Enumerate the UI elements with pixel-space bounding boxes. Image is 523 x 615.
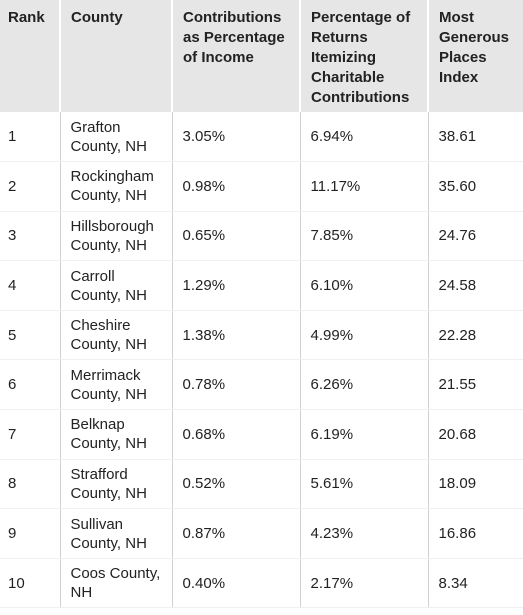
table-row: 8 Strafford County, NH 0.52% 5.61% 18.09 (0, 459, 523, 510)
table-cell: Cheshire County, NH (59, 310, 172, 361)
table-cell: 0.98% (171, 161, 300, 212)
header-row: Rank County Contributions as Percentage of… (0, 0, 523, 112)
table-cell: 21.55 (427, 359, 523, 411)
table-cell: 20.68 (427, 409, 523, 460)
table-cell: 24.58 (427, 260, 523, 311)
table-cell: 1 (0, 112, 60, 163)
table-cell: Strafford County, NH (59, 459, 172, 510)
table-cell: 10 (0, 558, 60, 609)
table-cell: Merrimack County, NH (59, 359, 172, 411)
table-cell: Sullivan County, NH (59, 508, 172, 559)
table-row: 1 Grafton County, NH 3.05% 6.94% 38.61 (0, 112, 523, 163)
table-cell: 18.09 (427, 459, 523, 510)
table-cell: Carroll County, NH (59, 260, 172, 311)
table-cell: 6 (0, 359, 60, 411)
column-header: Contributions as Percentage of Income (171, 0, 300, 112)
table-cell: Grafton County, NH (59, 112, 172, 163)
table-cell: 16.86 (427, 508, 523, 559)
table-cell: 0.78% (171, 359, 300, 411)
table-cell: 3 (0, 211, 60, 262)
table-cell: Rockingham County, NH (59, 161, 172, 212)
table-body: 1 Grafton County, NH 3.05% 6.94% 38.61 2 Rocki… (0, 112, 523, 609)
table-cell: 4.99% (299, 310, 428, 361)
table-cell: 8.34 (427, 558, 523, 609)
table-cell: 4 (0, 260, 60, 311)
table-cell: 2 (0, 161, 60, 212)
column-header: Percentage of Returns Itemizing Charitab… (299, 0, 428, 112)
table-row: 6 Merrimack County, NH 0.78% 6.26% 21.55 (0, 359, 523, 411)
table-row: 9 Sullivan County, NH 0.87% 4.23% 16.86 (0, 508, 523, 559)
table-row: 2 Rockingham County, NH 0.98% 11.17% 35.60 (0, 161, 523, 212)
table-cell: Hillsborough County, NH (59, 211, 172, 262)
table-cell: 0.87% (171, 508, 300, 559)
table-cell: 4.23% (299, 508, 428, 559)
table-cell: 7.85% (299, 211, 428, 262)
table-cell: Coos County, NH (59, 558, 172, 609)
table-row: 3 Hillsborough County, NH 0.65% 7.85% 24.76 (0, 211, 523, 262)
table-cell: 0.65% (171, 211, 300, 262)
table-cell: Belknap County, NH (59, 409, 172, 460)
table-cell: 7 (0, 409, 60, 460)
table-row: 5 Cheshire County, NH 1.38% 4.99% 22.28 (0, 310, 523, 361)
table-cell: 8 (0, 459, 60, 510)
column-header: Rank (0, 0, 60, 112)
column-header: Most Generous Places Index (427, 0, 523, 112)
table-row: 10 Coos County, NH 0.40% 2.17% 8.34 (0, 558, 523, 609)
table-cell: 1.38% (171, 310, 300, 361)
table-cell: 3.05% (171, 112, 300, 163)
table-header: Rank County Contributions as Percentage of… (0, 0, 523, 112)
table-cell: 2.17% (299, 558, 428, 609)
table-cell: 5.61% (299, 459, 428, 510)
table-cell: 22.28 (427, 310, 523, 361)
table-cell: 0.40% (171, 558, 300, 609)
table-cell: 6.19% (299, 409, 428, 460)
table-cell: 24.76 (427, 211, 523, 262)
table-cell: 1.29% (171, 260, 300, 311)
column-header: County (59, 0, 172, 112)
table-cell: 38.61 (427, 112, 523, 163)
table-cell: 0.52% (171, 459, 300, 510)
table-row: 7 Belknap County, NH 0.68% 6.19% 20.68 (0, 409, 523, 460)
table-cell: 6.26% (299, 359, 428, 411)
table-cell: 35.60 (427, 161, 523, 212)
table-cell: 6.10% (299, 260, 428, 311)
table-cell: 6.94% (299, 112, 428, 163)
table-row: 4 Carroll County, NH 1.29% 6.10% 24.58 (0, 260, 523, 311)
table-cell: 9 (0, 508, 60, 559)
table-cell: 0.68% (171, 409, 300, 460)
table-cell: 5 (0, 310, 60, 361)
table-cell: 11.17% (299, 161, 428, 212)
